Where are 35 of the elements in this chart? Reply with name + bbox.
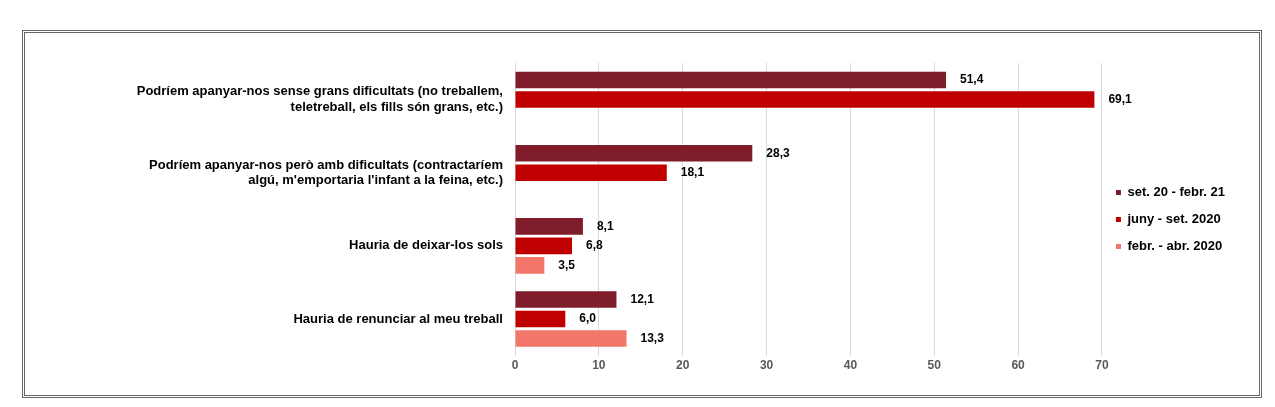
bar xyxy=(515,291,617,308)
bar xyxy=(515,91,1095,108)
data-label: 51,4 xyxy=(959,72,984,87)
bar xyxy=(515,237,573,255)
legend-label: febr. - abr. 2020 xyxy=(1127,238,1223,254)
x-tick-label: 50 xyxy=(927,358,942,373)
legend-label: set. 20 - febr. 21 xyxy=(1127,184,1226,200)
data-label: 12,1 xyxy=(630,291,655,306)
bar xyxy=(515,144,753,162)
x-tick-label: 40 xyxy=(843,358,858,373)
data-label: 18,1 xyxy=(680,165,705,180)
y-tick-label: Hauria de deixar-los sols xyxy=(349,237,503,253)
y-tick-label: Podríem apanyar-nos sense grans dificultats (no treballem, teletreball, els fills són grans, etc.) xyxy=(136,83,503,114)
data-label: 6,0 xyxy=(579,311,597,326)
bar xyxy=(515,218,583,235)
x-tick-label: 70 xyxy=(1095,358,1109,373)
x-tick-label: 20 xyxy=(676,358,690,373)
data-label: 13,3 xyxy=(640,330,665,345)
x-tick-label: 10 xyxy=(592,358,606,373)
bar xyxy=(515,164,667,182)
x-tick-label: 60 xyxy=(1011,358,1026,373)
data-label: 28,3 xyxy=(766,145,790,160)
bar xyxy=(515,310,566,328)
data-label: 8,1 xyxy=(596,218,614,233)
bar xyxy=(515,330,627,347)
bar xyxy=(515,257,545,274)
data-label: 6,8 xyxy=(586,238,604,253)
x-tick-label: 30 xyxy=(759,358,774,373)
legend-label: juny - set. 2020 xyxy=(1126,211,1221,227)
x-tick-label: 0 xyxy=(511,358,519,373)
data-label: 3,5 xyxy=(558,257,576,272)
y-tick-label: Hauria de renunciar al meu treball xyxy=(293,310,503,326)
y-tick-label: Podríem apanyar-nos però amb dificultats (contractaríem algú, m'emportaria l'infant a la feina, etc.) xyxy=(149,156,503,188)
bar xyxy=(515,71,946,89)
data-label: 69,1 xyxy=(1108,91,1133,106)
